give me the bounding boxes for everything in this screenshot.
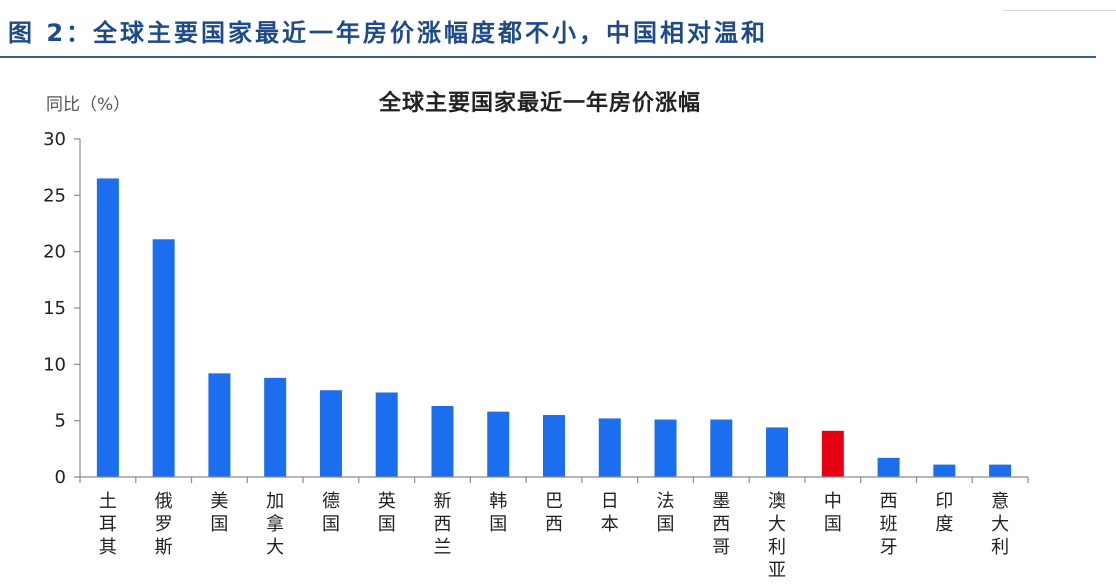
bar-2	[152, 239, 175, 477]
bar-10	[598, 418, 621, 477]
bar-8	[487, 411, 510, 477]
y-tick-label: 5	[55, 411, 66, 432]
y-axis-label: 同比（%）	[46, 95, 130, 115]
category-label-4: 加拿大	[266, 491, 284, 558]
category-label-10: 日本	[601, 491, 619, 535]
bars	[96, 178, 1012, 477]
y-axis-ticks: 0 5 10 15 20 25 30	[43, 129, 80, 488]
x-axis-ticks	[79, 477, 1029, 483]
bar-15	[877, 457, 900, 477]
figure-caption: 图 2：全球主要国家最近一年房价涨幅度都不小，中国相对温和	[8, 19, 769, 47]
category-label-11: 法国	[657, 491, 675, 535]
bar-14	[821, 430, 844, 477]
y-tick-label: 10	[43, 354, 66, 375]
bar-3	[208, 373, 231, 477]
category-label-3: 美国	[210, 491, 228, 535]
bar-12	[710, 419, 733, 477]
bar-16	[933, 464, 956, 477]
top-right-rule	[1003, 10, 1116, 11]
category-label-1: 土耳其	[99, 491, 117, 558]
category-label-5: 德国	[322, 491, 340, 535]
bar-7	[431, 406, 454, 477]
bar-1	[96, 178, 119, 477]
bar-5	[319, 390, 342, 477]
bar-4	[264, 377, 287, 477]
y-tick-label: 30	[43, 129, 66, 150]
category-label-15: 西班牙	[880, 491, 898, 558]
category-label-2: 俄罗斯	[155, 491, 173, 558]
y-tick-label: 15	[43, 298, 66, 319]
category-label-14: 中国	[824, 491, 842, 535]
category-label-16: 印度	[935, 491, 953, 535]
bar-6	[375, 392, 398, 477]
category-label-6: 英国	[378, 491, 396, 535]
chart-title: 全球主要国家最近一年房价涨幅	[378, 90, 701, 116]
bar-17	[989, 464, 1012, 477]
category-label-9: 巴西	[545, 491, 563, 535]
category-label-13: 澳大利亚	[768, 491, 786, 581]
category-label-12: 墨西哥	[712, 491, 730, 558]
bar-11	[654, 419, 677, 477]
y-tick-label: 25	[43, 185, 66, 206]
category-label-17: 意大利	[991, 491, 1009, 558]
bar-9	[543, 415, 565, 477]
y-tick-label: 20	[43, 242, 66, 263]
bar-13	[766, 427, 789, 477]
y-tick-label: 0	[55, 467, 66, 488]
caption-underline	[0, 56, 1096, 58]
category-label-8: 韩国	[489, 491, 507, 535]
category-label-7: 新西兰	[433, 491, 451, 558]
